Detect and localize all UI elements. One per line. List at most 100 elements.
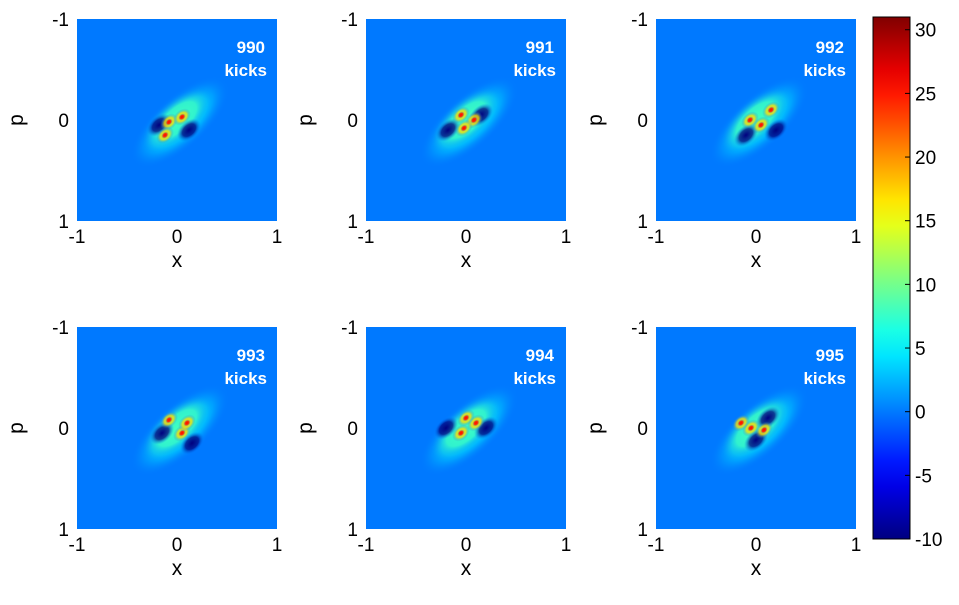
colorbar-tick-label: 10 xyxy=(915,275,936,296)
x-tick-label: 0 xyxy=(751,227,762,248)
kicks-count-label: 992 xyxy=(816,38,844,57)
x-tick-label: -1 xyxy=(648,535,665,556)
heatmap-blob xyxy=(165,118,173,126)
kicks-unit-label: kicks xyxy=(803,61,846,80)
y-tick-label: -1 xyxy=(631,318,648,339)
x-tick-label: 0 xyxy=(461,535,472,556)
x-tick-label: 1 xyxy=(851,227,862,248)
x-tick-label: 1 xyxy=(561,535,572,556)
kicks-unit-label: kicks xyxy=(224,61,267,80)
heatmap-field xyxy=(419,76,519,168)
y-tick-label: 0 xyxy=(347,111,358,132)
y-axis-label: p xyxy=(584,422,607,434)
colorbar-tick-label: 20 xyxy=(915,148,936,169)
colorbar: 30 25 20 15 10 5 0 -5 -10 xyxy=(872,16,942,551)
y-axis-label: p xyxy=(5,114,28,126)
x-axis-label: x xyxy=(461,249,472,272)
colorbar-tick-label: 30 xyxy=(915,21,936,42)
heatmap-field xyxy=(130,384,230,476)
heatmap-blob xyxy=(460,124,468,132)
colorbar-tick-label: -5 xyxy=(915,466,932,487)
heatmap-blob xyxy=(161,131,169,139)
heatmap-blob xyxy=(767,106,775,114)
heatmap-blob xyxy=(747,424,755,432)
x-axis-label: x xyxy=(172,249,183,272)
y-axis-label: p xyxy=(294,114,317,126)
y-tick-label: 1 xyxy=(347,520,358,541)
x-tick-label: 1 xyxy=(272,535,283,556)
y-tick-label: -1 xyxy=(341,10,358,31)
heatmap-field xyxy=(419,384,519,476)
y-tick-label: 1 xyxy=(347,212,358,233)
y-axis-label: p xyxy=(294,422,317,434)
heatmap-blob xyxy=(457,111,465,119)
y-tick-label: -1 xyxy=(631,10,648,31)
y-tick-label: 0 xyxy=(347,419,358,440)
colorbar-tick-label: 25 xyxy=(915,84,936,105)
heatmap-blob xyxy=(183,419,191,427)
kicks-count-label: 994 xyxy=(526,346,555,365)
kicks-unit-label: kicks xyxy=(513,369,556,388)
heatmap-field xyxy=(130,76,230,168)
heatmap-blob xyxy=(435,118,461,142)
heatmap-blob xyxy=(737,419,745,427)
x-tick-label: 1 xyxy=(851,535,862,556)
colorbar-tick-label: 0 xyxy=(915,403,926,424)
x-tick-label: -1 xyxy=(69,227,86,248)
x-axis-label: x xyxy=(751,249,762,272)
heatmap-blob xyxy=(433,416,459,440)
colorbar-tick-label: 15 xyxy=(915,212,936,233)
x-tick-label: 1 xyxy=(561,227,572,248)
heatmap-blob xyxy=(165,416,173,424)
y-tick-label: 1 xyxy=(58,212,69,233)
y-axis-label: p xyxy=(5,422,28,434)
kicks-count-label: 991 xyxy=(526,38,554,57)
x-axis-label: x xyxy=(751,557,762,580)
heatmap-blob xyxy=(470,116,478,124)
heatmap-blob xyxy=(760,426,768,434)
x-tick-label: 1 xyxy=(272,227,283,248)
x-axis-label: x xyxy=(461,557,472,580)
x-axis-label: x xyxy=(172,557,183,580)
x-tick-label: 0 xyxy=(461,227,472,248)
y-tick-label: -1 xyxy=(52,10,69,31)
kicks-count-label: 990 xyxy=(237,38,265,57)
x-tick-label: -1 xyxy=(69,535,86,556)
kicks-unit-label: kicks xyxy=(803,369,846,388)
kicks-count-label: 995 xyxy=(816,346,844,365)
heatmap-field xyxy=(709,76,809,168)
kicks-unit-label: kicks xyxy=(513,61,556,80)
heatmap-blob xyxy=(733,123,759,147)
heatmap-blob xyxy=(757,121,765,129)
x-tick-label: -1 xyxy=(648,227,665,248)
colorbar-gradient xyxy=(872,16,911,540)
x-tick-label: -1 xyxy=(358,227,375,248)
heatmap-blob xyxy=(457,429,465,437)
x-tick-label: -1 xyxy=(358,535,375,556)
kicks-count-label: 993 xyxy=(237,346,265,365)
heatmap-blob xyxy=(763,118,789,142)
colorbar-tick-label: -10 xyxy=(915,530,942,551)
x-tick-label: 0 xyxy=(172,227,183,248)
x-tick-label: 0 xyxy=(751,535,762,556)
heatmap-blob xyxy=(462,414,470,422)
y-tick-label: 0 xyxy=(637,419,648,440)
heatmap-blob xyxy=(472,419,480,427)
colorbar-tick-label: 5 xyxy=(915,339,926,360)
y-axis-label: p xyxy=(584,114,607,126)
y-tick-label: 1 xyxy=(637,212,648,233)
heatmap-field xyxy=(709,384,809,476)
kicks-unit-label: kicks xyxy=(224,369,267,388)
heatmap-blob xyxy=(178,113,186,121)
heatmap-blob xyxy=(746,116,754,124)
y-tick-label: 0 xyxy=(637,111,648,132)
x-tick-label: 0 xyxy=(172,535,183,556)
